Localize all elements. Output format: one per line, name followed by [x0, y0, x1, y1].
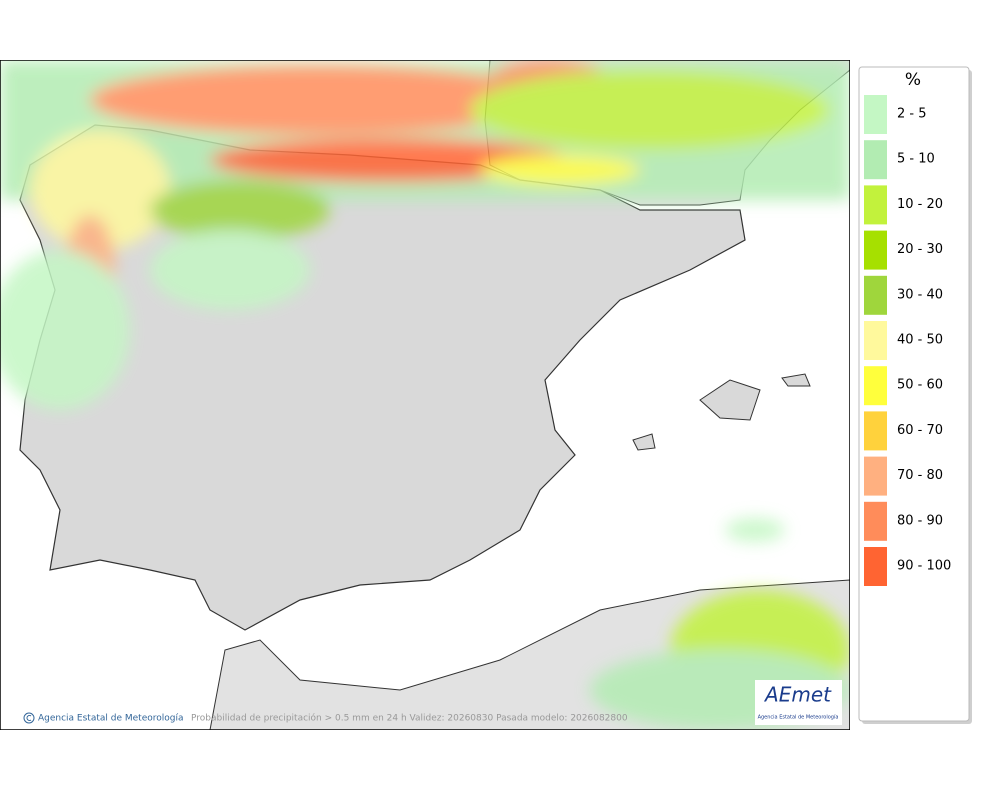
legend-swatch — [864, 456, 887, 496]
copyright-icon — [23, 712, 35, 724]
precipitation-field — [0, 60, 850, 730]
legend-swatch — [864, 230, 887, 270]
legend-swatch — [864, 411, 887, 451]
logo-subtitle: Agencia Estatal de Meteorología — [758, 714, 839, 721]
map — [0, 60, 850, 730]
legend-title: % — [905, 70, 921, 90]
menorca — [781, 373, 811, 387]
legend-label: 20 - 30 — [897, 242, 943, 257]
legend-swatch — [864, 185, 887, 225]
legend-swatch — [864, 140, 887, 180]
logo-name: AEmet — [763, 683, 832, 707]
logo-box — [755, 680, 842, 725]
caption: Probabilidad de precipitación > 0.5 mm e… — [191, 713, 628, 724]
legend-label: 80 - 90 — [897, 513, 943, 528]
legend-label: 70 - 80 — [897, 468, 943, 483]
legend-label: 90 - 100 — [897, 559, 951, 574]
legend-swatch — [864, 275, 887, 315]
legend-swatch — [864, 321, 887, 360]
legend-swatch — [864, 95, 887, 134]
ibiza — [632, 433, 656, 451]
legend-label: 50 - 60 — [897, 378, 943, 393]
legend-label: 60 - 70 — [897, 423, 943, 438]
credit: Agencia Estatal de Meteorología — [38, 714, 184, 724]
legend-label: 5 - 10 — [897, 152, 935, 167]
copyright-icon-c — [26, 715, 32, 721]
legend-swatch — [864, 547, 887, 586]
legend-label: 30 - 40 — [897, 287, 943, 302]
legend-label: 10 - 20 — [897, 197, 943, 212]
legend-swatch — [864, 501, 887, 541]
legend: 2 - 5 5 - 10 10 - 20 20 - 30 30 - 40 40 - 50 5… — [864, 95, 951, 586]
legend-label: 2 - 5 — [897, 107, 927, 122]
legend-label: 40 - 50 — [897, 333, 943, 348]
mallorca — [699, 379, 761, 421]
legend-swatch — [864, 366, 887, 406]
